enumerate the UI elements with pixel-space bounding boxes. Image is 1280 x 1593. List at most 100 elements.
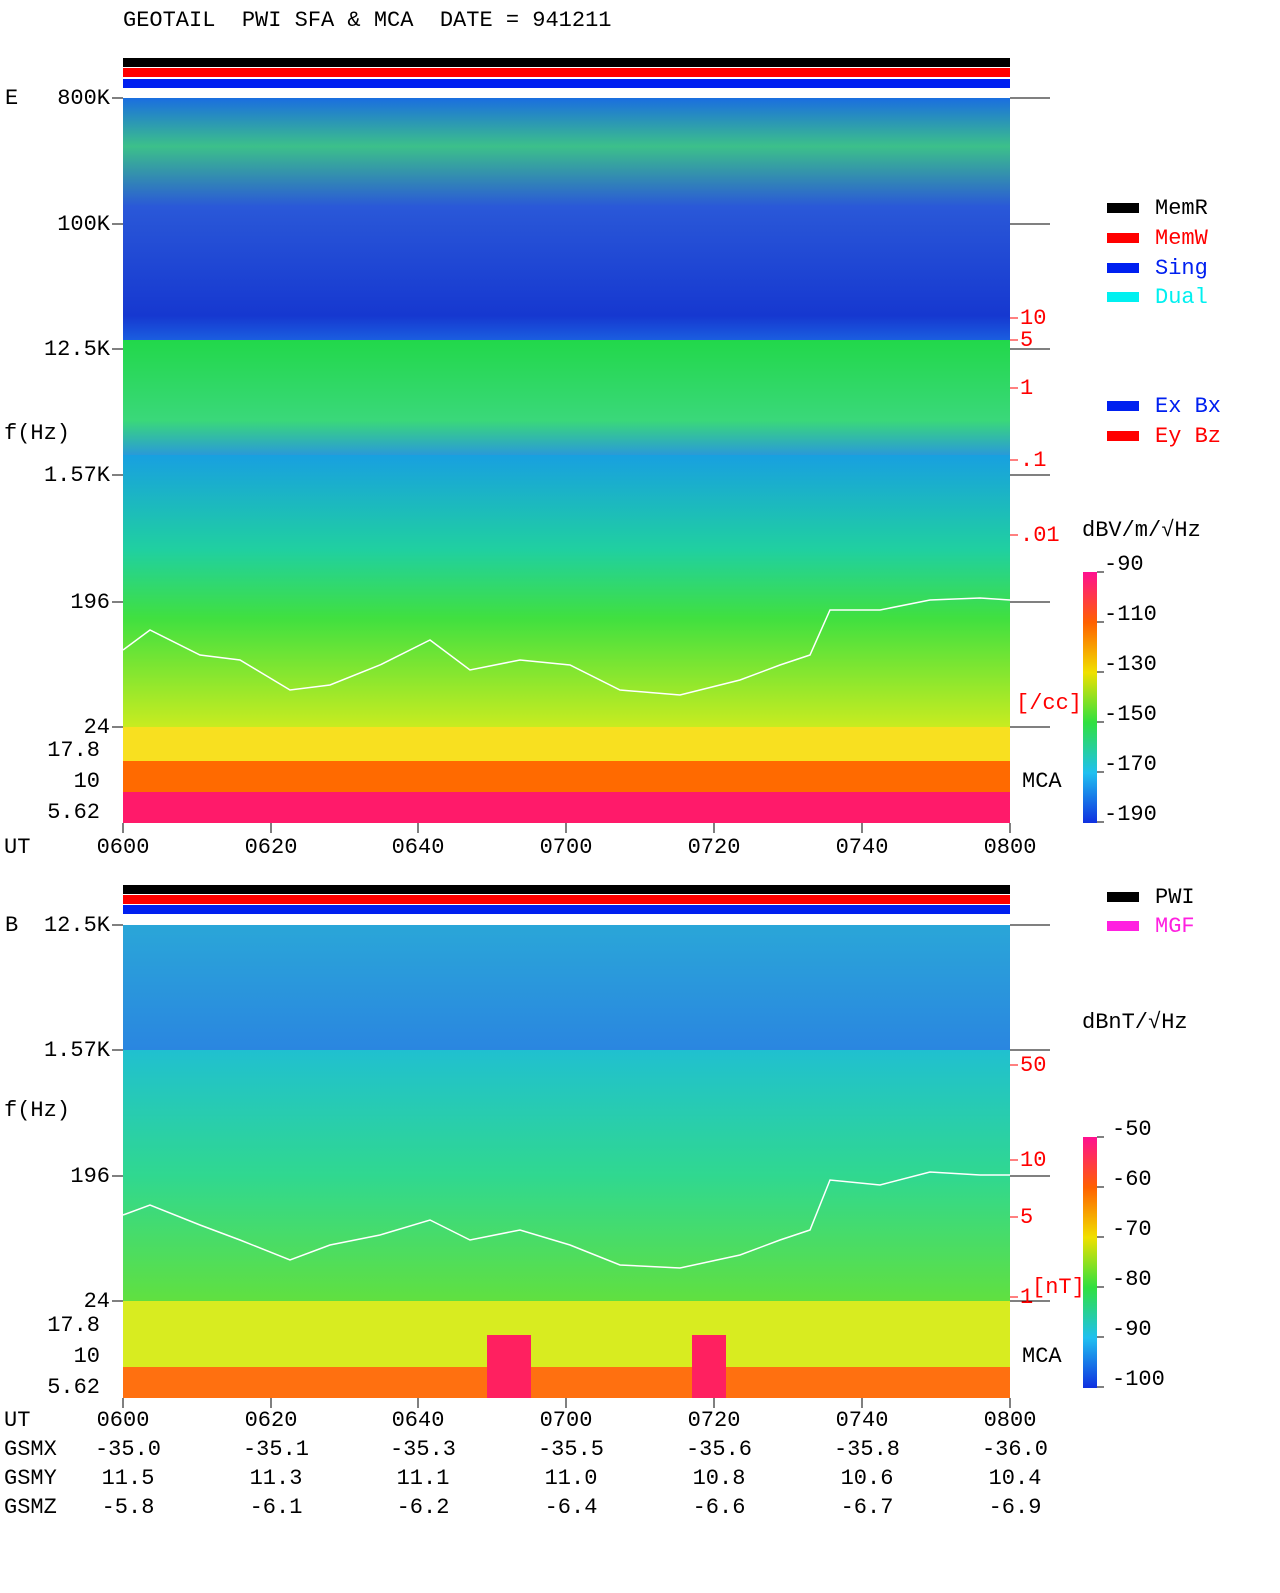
mca-tick: 10 (74, 1344, 100, 1369)
field-tick: 1 (1020, 1285, 1033, 1310)
orbit-value: -35.1 (243, 1437, 309, 1462)
density-unit: [/cc] (1016, 691, 1082, 716)
orbit-value: -35.8 (834, 1437, 900, 1462)
orbit-value: 11.0 (545, 1466, 598, 1491)
legend-label: Ex Bx (1155, 394, 1221, 419)
freq-tick: 12.5K (44, 913, 111, 938)
orbit-value: 10.8 (693, 1466, 746, 1491)
axis-label: f(Hz) (4, 1098, 70, 1123)
axis-label: f(Hz) (4, 421, 70, 446)
colorbar-tick: -70 (1112, 1217, 1152, 1242)
orbit-value: -6.4 (545, 1495, 598, 1520)
legend-label: Dual (1155, 285, 1208, 310)
time-tick: 0740 (836, 835, 889, 860)
title: GEOTAIL PWI SFA & MCA DATE = 941211 (123, 8, 611, 33)
time-label: UT (4, 835, 30, 860)
legend-swatch (1107, 892, 1139, 902)
mca-tick: 5.62 (47, 800, 100, 825)
orbit-value: 10.6 (841, 1466, 894, 1491)
legend-swatch (1107, 921, 1139, 931)
freq-tick: 24 (84, 1289, 110, 1314)
field-tick: 50 (1020, 1053, 1046, 1078)
time-tick: 0740 (836, 1408, 889, 1433)
colorbar-unit: dBV/m/√Hz (1082, 518, 1201, 543)
colorbar-tick: -80 (1112, 1267, 1152, 1292)
legend-label: Sing (1155, 256, 1208, 281)
time-tick: 0640 (392, 835, 445, 860)
time-tick: 0600 (97, 835, 150, 860)
orbit-value: 11.3 (250, 1466, 303, 1491)
mca-tick: 17.8 (47, 1313, 100, 1338)
time-tick: 0800 (984, 1408, 1037, 1433)
colorbar-tick: -60 (1112, 1167, 1152, 1192)
field-unit: [nT] (1032, 1275, 1085, 1300)
panel-b-image (122, 885, 1010, 1398)
time-tick: 0620 (245, 835, 298, 860)
field-tick: 5 (1020, 1205, 1033, 1230)
colorbar-tick: -150 (1104, 702, 1157, 727)
legend-label: PWI (1155, 885, 1195, 910)
legend-label: MGF (1155, 914, 1195, 939)
orbit-value: -6.7 (841, 1495, 894, 1520)
legend-label: MemW (1155, 226, 1209, 251)
time-label: UT (4, 1408, 30, 1433)
density-tick: 5 (1020, 328, 1033, 353)
colorbar-tick: -110 (1104, 602, 1157, 627)
orbit-value: -35.0 (95, 1437, 161, 1462)
legend-swatch (1107, 401, 1139, 411)
colorbar-tick: -170 (1104, 752, 1157, 777)
freq-tick: 100K (57, 212, 111, 237)
orbit-value: -5.8 (102, 1495, 155, 1520)
mca-tick: 17.8 (47, 738, 100, 763)
orbit-label: GSMZ (4, 1495, 57, 1520)
orbit-value: -35.5 (538, 1437, 604, 1462)
mca-tick: 5.62 (47, 1375, 100, 1400)
orbit-value: -6.2 (397, 1495, 450, 1520)
density-tick: .01 (1020, 523, 1060, 548)
orbit-value: -35.6 (686, 1437, 752, 1462)
density-tick: .1 (1020, 448, 1046, 473)
time-tick: 0700 (540, 835, 593, 860)
orbit-value: 10.4 (989, 1466, 1042, 1491)
panel-label: B (5, 913, 18, 938)
panel-label: E (5, 86, 18, 111)
colorbar-tick: -90 (1104, 552, 1144, 577)
colorbar-tick: -90 (1112, 1317, 1152, 1342)
orbit-label: GSMY (4, 1466, 57, 1491)
legend-swatch (1107, 203, 1139, 213)
orbit-value: -6.1 (250, 1495, 303, 1520)
time-tick: 0800 (984, 835, 1037, 860)
time-tick: 0720 (688, 835, 741, 860)
colorbar-unit: dBnT/√Hz (1082, 1010, 1188, 1035)
orbit-label: GSMX (4, 1437, 57, 1462)
density-tick: 10 (1020, 306, 1046, 331)
freq-tick: 196 (70, 1164, 110, 1189)
freq-tick: 1.57K (44, 1038, 111, 1063)
freq-tick: 24 (84, 715, 110, 740)
freq-tick: 12.5K (44, 337, 111, 362)
legend-label: MemR (1155, 196, 1208, 221)
time-tick: 0720 (688, 1408, 741, 1433)
mca-tick: 10 (74, 769, 100, 794)
orbit-value: -6.6 (693, 1495, 746, 1520)
colorbar-b (1083, 1137, 1097, 1388)
orbit-value: 11.5 (102, 1466, 155, 1491)
colorbar-tick: -100 (1112, 1367, 1165, 1392)
density-tick: 1 (1020, 376, 1033, 401)
time-tick: 0620 (245, 1408, 298, 1433)
legend-swatch (1107, 233, 1139, 243)
colorbar-tick: -130 (1104, 652, 1157, 677)
colorbar-tick: -190 (1104, 802, 1157, 827)
time-tick: 0640 (392, 1408, 445, 1433)
colorbar-tick: -50 (1112, 1117, 1152, 1142)
freq-tick: 1.57K (44, 463, 111, 488)
legend-swatch (1107, 431, 1139, 441)
orbit-value: -36.0 (982, 1437, 1048, 1462)
orbit-value: -6.9 (989, 1495, 1042, 1520)
freq-tick: 800K (57, 86, 111, 111)
mca-label: MCA (1022, 1344, 1062, 1369)
legend-label: Ey Bz (1155, 424, 1221, 449)
colorbar-e (1083, 572, 1097, 823)
mca-label: MCA (1022, 769, 1062, 794)
